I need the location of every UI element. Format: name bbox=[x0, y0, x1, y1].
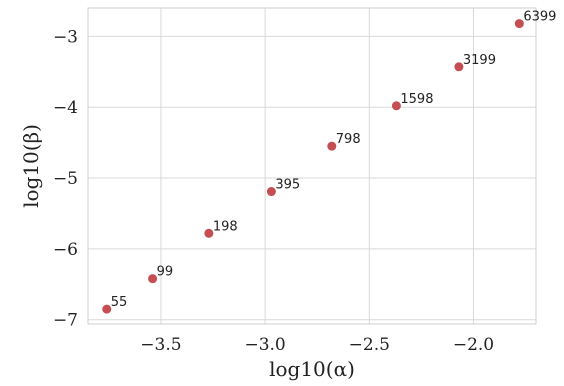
data-point bbox=[102, 304, 112, 314]
data-point bbox=[391, 101, 401, 111]
y-axis-label: log10(β) bbox=[19, 124, 43, 208]
x-axis-label: log10(α) bbox=[269, 357, 355, 381]
y-tick-label: −5 bbox=[53, 169, 78, 189]
point-label: 395 bbox=[275, 178, 300, 193]
point-label: 198 bbox=[213, 219, 238, 234]
data-point bbox=[266, 187, 276, 197]
plot-frame bbox=[87, 7, 537, 325]
data-point bbox=[204, 228, 214, 238]
y-tick-label: −3 bbox=[53, 27, 78, 47]
data-point bbox=[454, 62, 464, 72]
point-label: 55 bbox=[111, 295, 128, 310]
data-points bbox=[102, 19, 524, 314]
x-tick-label: −3.5 bbox=[140, 335, 181, 355]
data-point bbox=[514, 19, 524, 29]
x-tick-label: −2.5 bbox=[349, 335, 390, 355]
y-tick-labels: −7 −6 −5 −4 −3 bbox=[53, 27, 78, 330]
point-labels: 55 99 198 395 798 1598 3199 6399 bbox=[111, 10, 557, 311]
y-tick-label: −7 bbox=[53, 311, 78, 331]
grid-lines bbox=[88, 8, 536, 324]
x-tick-labels: −3.5 −3.0 −2.5 −2.0 bbox=[140, 335, 494, 355]
point-label: 1598 bbox=[400, 92, 433, 107]
point-label: 99 bbox=[157, 265, 174, 280]
point-label: 798 bbox=[336, 132, 361, 147]
data-point bbox=[327, 141, 337, 151]
point-label: 6399 bbox=[523, 10, 556, 25]
y-tick-label: −6 bbox=[53, 240, 78, 260]
x-tick-label: −3.0 bbox=[244, 335, 285, 355]
y-tick-label: −4 bbox=[53, 98, 78, 118]
plot-area bbox=[88, 8, 536, 324]
point-label: 3199 bbox=[463, 53, 496, 68]
data-point bbox=[148, 274, 158, 284]
x-tick-label: −2.0 bbox=[453, 335, 494, 355]
